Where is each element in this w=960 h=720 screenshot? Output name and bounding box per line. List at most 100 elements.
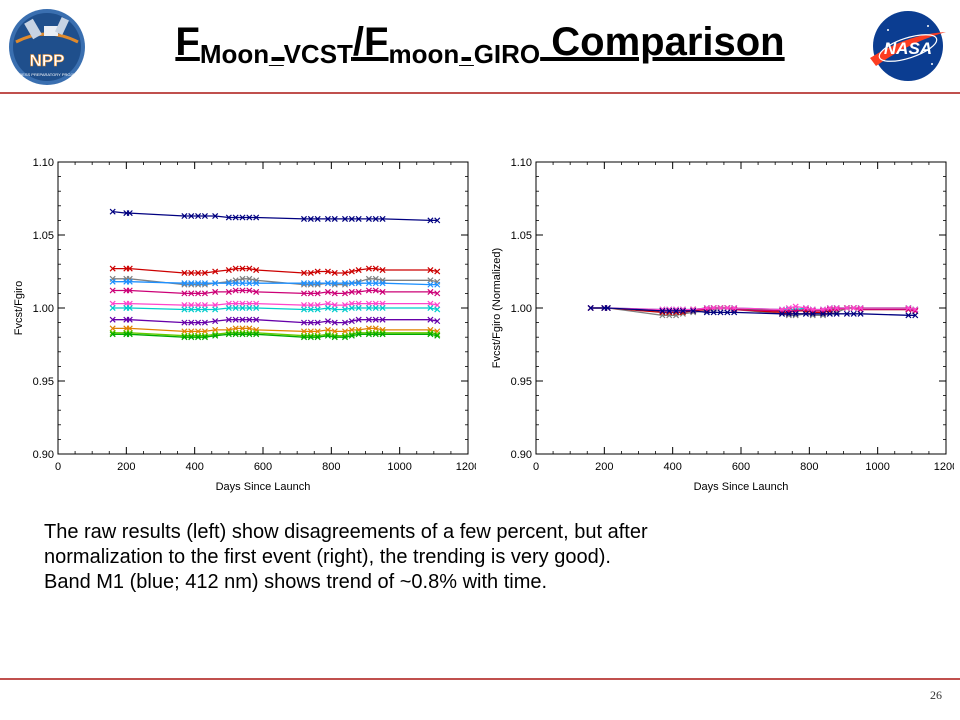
data-point	[826, 310, 833, 317]
data-point	[427, 331, 434, 338]
data-point	[341, 215, 349, 222]
data-point	[314, 215, 321, 222]
data-point	[232, 316, 239, 323]
data-point	[710, 304, 717, 312]
data-point	[690, 307, 697, 314]
data-point	[181, 212, 188, 220]
data-point	[809, 306, 816, 313]
data-point	[324, 288, 331, 295]
series-line	[590, 307, 916, 316]
data-point	[434, 302, 441, 309]
data-point	[372, 300, 379, 307]
data-point	[355, 304, 362, 312]
data-point	[341, 302, 349, 309]
caption-line: Band M1 (blue; 412 nm) shows trend of ~0…	[44, 571, 548, 593]
data-point	[109, 265, 116, 272]
bottom-divider	[0, 678, 960, 680]
data-point	[434, 332, 441, 339]
data-point	[109, 331, 116, 338]
data-point	[188, 269, 195, 276]
data-point	[731, 309, 738, 316]
data-point	[717, 309, 724, 316]
data-point	[195, 302, 202, 309]
data-point	[331, 290, 338, 297]
data-point	[212, 212, 219, 220]
data-point	[355, 280, 362, 287]
data-point	[355, 267, 362, 274]
data-point	[379, 280, 386, 287]
data-point	[802, 304, 809, 312]
data-point	[324, 280, 331, 287]
data-point	[434, 281, 441, 288]
data-point	[604, 304, 611, 312]
data-point	[905, 304, 912, 312]
data-point	[126, 325, 133, 332]
data-point	[331, 269, 338, 276]
data-point	[246, 300, 253, 307]
data-point	[181, 319, 188, 326]
x-tick-label: 200	[117, 461, 135, 473]
data-point	[181, 302, 188, 309]
data-point	[212, 318, 219, 325]
data-point	[253, 267, 260, 274]
data-point	[188, 306, 195, 313]
data-point	[232, 214, 239, 221]
data-point	[331, 319, 338, 326]
data-point	[188, 212, 195, 220]
data-point	[857, 304, 864, 312]
data-point	[253, 280, 260, 287]
data-point	[434, 318, 441, 325]
data-point	[212, 332, 219, 339]
series-line	[112, 327, 438, 333]
data-point	[427, 277, 434, 284]
data-point	[307, 319, 314, 326]
data-point	[905, 312, 912, 319]
data-point	[201, 302, 208, 309]
data-point	[427, 281, 434, 288]
x-tick-label: 800	[800, 461, 818, 473]
data-point	[365, 325, 372, 332]
data-point	[307, 306, 314, 313]
data-point	[232, 287, 239, 294]
data-point	[324, 318, 331, 325]
data-point	[232, 300, 239, 307]
data-point	[348, 300, 355, 307]
data-point	[355, 316, 362, 323]
data-point	[300, 319, 308, 326]
data-point	[427, 288, 434, 295]
data-point	[365, 316, 372, 323]
data-point	[246, 265, 253, 272]
data-point	[365, 275, 372, 282]
data-point	[225, 267, 232, 274]
data-point	[300, 328, 308, 335]
series-line	[112, 210, 438, 222]
data-point	[379, 267, 386, 274]
data-point	[195, 306, 202, 313]
data-point	[372, 265, 379, 272]
data-point	[225, 288, 232, 295]
data-point	[239, 331, 246, 338]
data-point	[731, 304, 738, 312]
data-point	[253, 316, 260, 323]
data-point	[201, 212, 208, 220]
data-point	[239, 275, 246, 282]
data-point	[355, 288, 362, 295]
data-point	[181, 334, 188, 341]
slide-title: FMoon_VCST/Fmoon_GIRO Comparison	[0, 18, 960, 70]
x-tick-label: 1000	[865, 461, 889, 473]
data-point	[253, 304, 260, 312]
series-line	[112, 302, 438, 306]
data-point	[809, 310, 816, 317]
data-point	[109, 278, 116, 285]
data-point	[434, 331, 441, 338]
data-point	[300, 306, 308, 313]
data-point	[785, 304, 792, 312]
npp-logo-graphic: NPP NPOESS PREPARATORY PROJECT	[9, 9, 85, 85]
data-point	[253, 331, 260, 338]
x-tick-label: 200	[595, 461, 613, 473]
data-point	[225, 280, 232, 287]
x-axis-label: Days Since Launch	[694, 481, 789, 493]
